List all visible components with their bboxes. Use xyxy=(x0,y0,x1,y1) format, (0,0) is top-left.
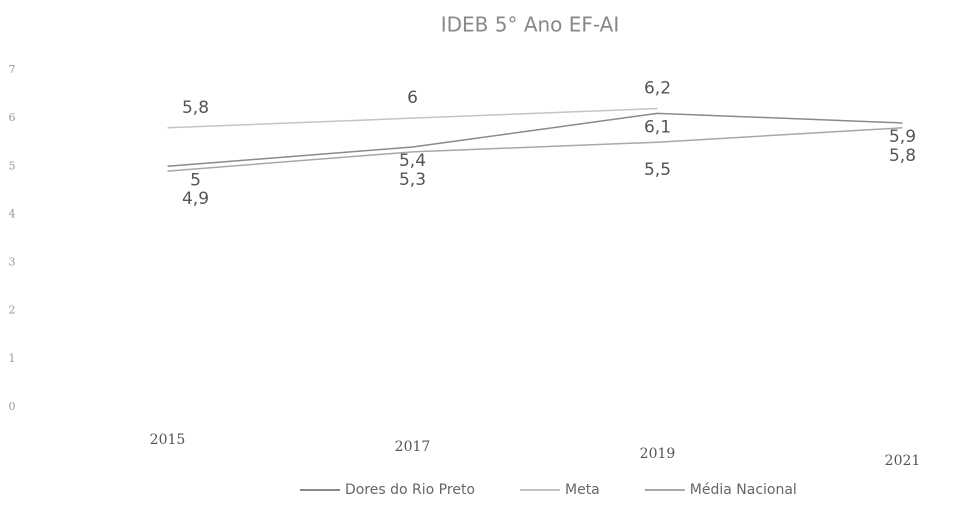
y-tick-label: 1 xyxy=(9,352,16,365)
data-label: 6,2 xyxy=(644,79,671,99)
series-line xyxy=(167,127,903,172)
data-label: 4,9 xyxy=(182,189,209,209)
data-label: 5,3 xyxy=(399,170,426,190)
x-tick-label: 2021 xyxy=(885,453,921,469)
data-label: 5,4 xyxy=(399,151,426,171)
y-tick-label: 2 xyxy=(9,304,16,317)
legend-label: Dores do Rio Preto xyxy=(345,482,475,498)
y-tick-label: 0 xyxy=(9,400,16,413)
data-label: 5,9 xyxy=(889,127,916,147)
data-label: 5,8 xyxy=(889,146,916,166)
data-label: 5 xyxy=(190,170,201,190)
y-tick-label: 4 xyxy=(9,207,16,220)
y-tick-label: 7 xyxy=(9,63,16,76)
legend-label: Média Nacional xyxy=(690,482,797,498)
y-tick-label: 6 xyxy=(9,111,16,124)
x-tick-label: 2019 xyxy=(640,446,676,462)
data-label: 5,5 xyxy=(644,160,671,180)
data-label: 6,1 xyxy=(644,117,671,137)
y-tick-label: 3 xyxy=(9,256,16,269)
y-tick-label: 5 xyxy=(9,159,16,172)
legend-label: Meta xyxy=(565,482,600,498)
data-label: 6 xyxy=(407,88,418,108)
chart-title: IDEB 5° Ano EF-AI xyxy=(441,13,620,37)
series-line xyxy=(167,107,658,129)
series-line xyxy=(167,112,903,168)
data-label: 5,8 xyxy=(182,98,209,118)
x-tick-label: 2017 xyxy=(395,439,431,455)
x-tick-label: 2015 xyxy=(150,432,186,448)
